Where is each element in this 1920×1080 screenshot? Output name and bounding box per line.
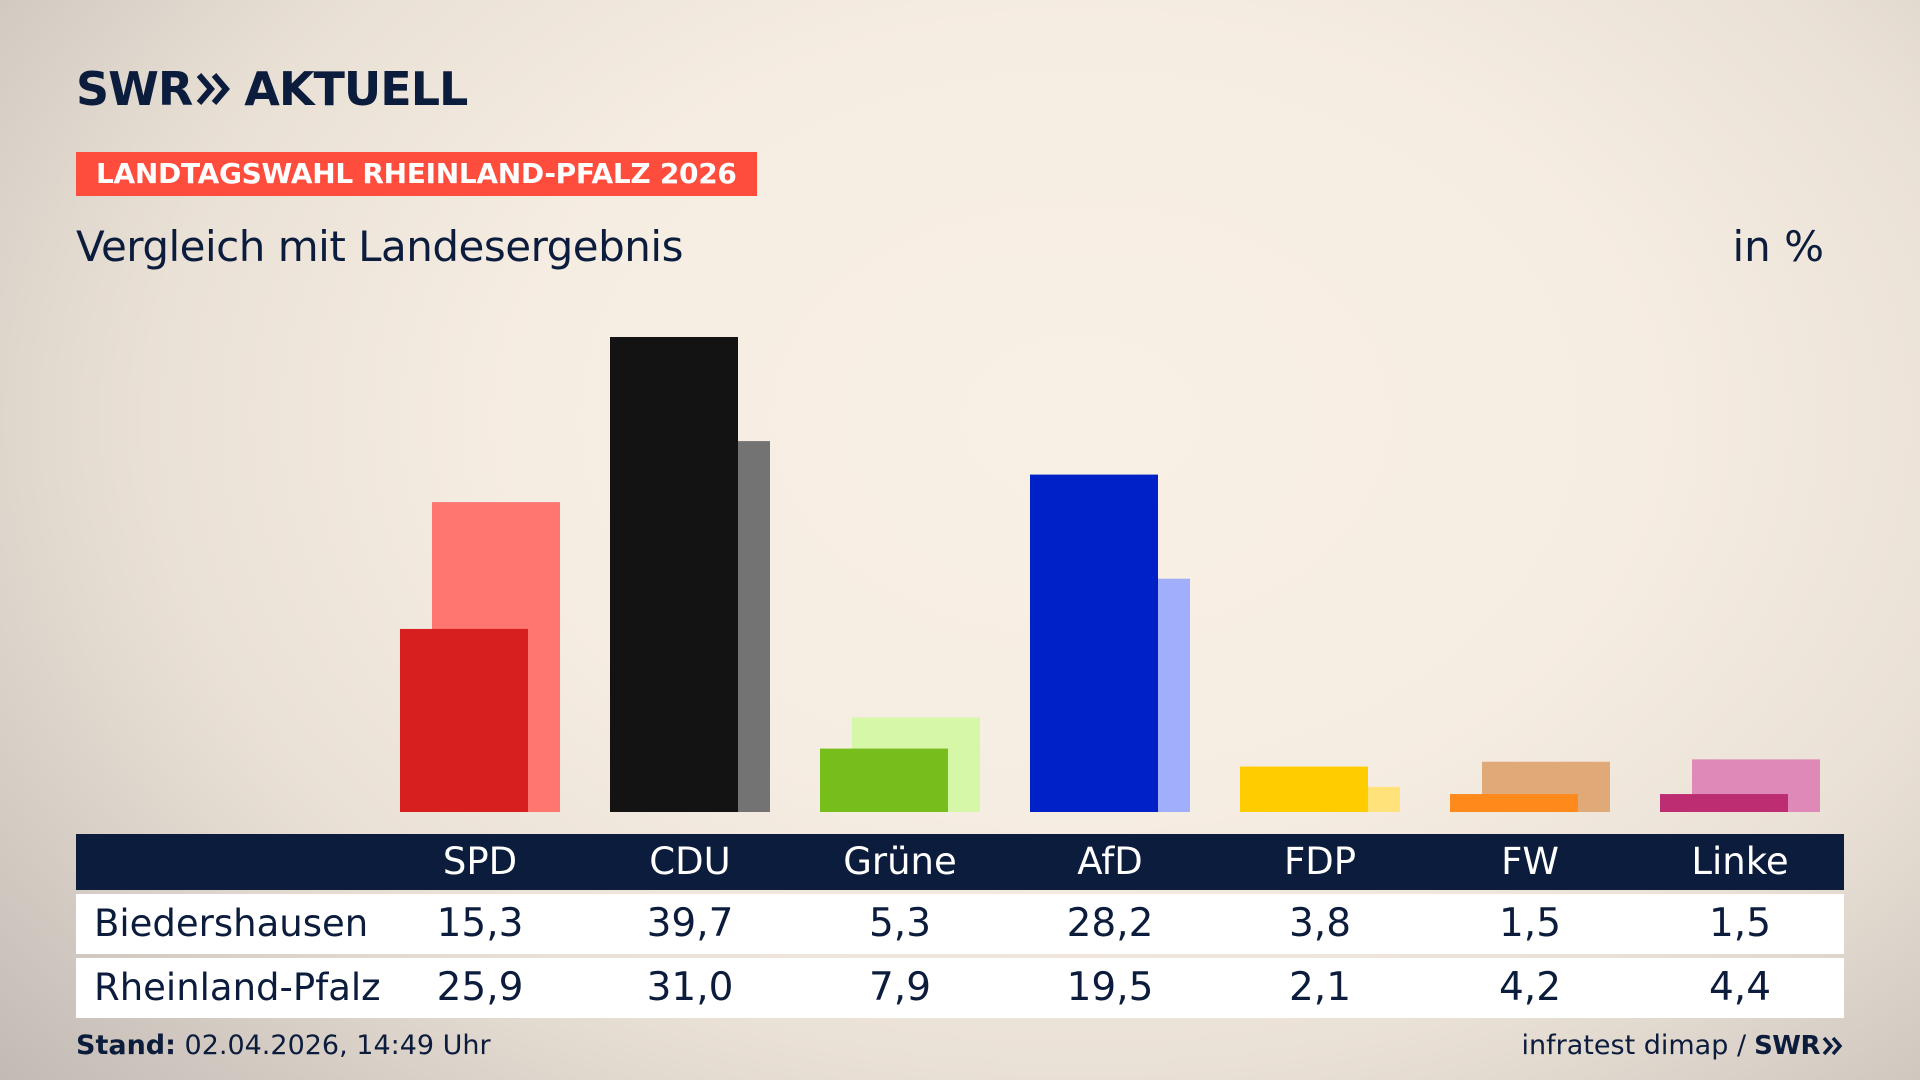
- table-header-row: SPD CDU Grüne AfD FDP FW Linke: [76, 834, 1844, 890]
- party-label-fw: FW: [1501, 840, 1559, 883]
- table-row-local: Biedershausen 15,3 39,7 5,3 28,2 3,8 1,5 1,5: [76, 894, 1844, 954]
- bar-local-afd: [1030, 474, 1158, 812]
- party-label-gr-ne: Grüne: [843, 840, 957, 883]
- stand-value: 02.04.2026, 14:49 Uhr: [184, 1030, 491, 1061]
- swr-aktuell-logo: SWR AKTUELL: [76, 62, 468, 116]
- value-cell-afd: 19,5: [1066, 965, 1154, 1010]
- party-label-fdp: FDP: [1283, 840, 1357, 883]
- value-cell-fw: 4,2: [1498, 965, 1562, 1010]
- value-cell-cdu: 31,0: [646, 965, 734, 1010]
- logo-aktuell-text: AKTUELL: [244, 62, 468, 116]
- row-label: Rheinland-Pfalz: [94, 966, 381, 1009]
- bar-local-fdp: [1240, 766, 1368, 812]
- source-credit: infratest dimap / SWR: [1522, 1030, 1844, 1061]
- election-kicker: LANDTAGSWAHL RHEINLAND-PFALZ 2026: [76, 152, 757, 196]
- value-cell-fw: 1,5: [1498, 901, 1562, 946]
- party-label-linke: Linke: [1691, 840, 1789, 883]
- value-cell-linke: 1,5: [1708, 901, 1772, 946]
- bar-local-spd: [400, 628, 528, 812]
- bar-local-linke: [1660, 794, 1788, 812]
- swr-mini-logo: SWR: [1754, 1030, 1820, 1061]
- table-row-state: Rheinland-Pfalz 25,9 31,0 7,9 19,5 2,1 4,2 4,4: [76, 958, 1844, 1018]
- double-chevron-icon: [197, 73, 231, 105]
- party-label-spd: SPD: [442, 840, 518, 883]
- value-cell-gr-ne: 7,9: [868, 965, 932, 1010]
- bar-chart: [400, 337, 1820, 812]
- row-label: Biedershausen: [94, 902, 369, 945]
- value-cell-fdp: 3,8: [1288, 901, 1352, 946]
- value-cell-spd: 25,9: [436, 965, 524, 1010]
- value-cell-spd: 15,3: [436, 901, 524, 946]
- mini-double-chevron-icon: [1822, 1036, 1843, 1055]
- value-cell-cdu: 39,7: [646, 901, 734, 946]
- bar-local-cdu: [610, 337, 738, 812]
- party-label-cdu: CDU: [649, 840, 731, 883]
- stand-label: Stand:: [76, 1030, 176, 1061]
- source-text: infratest dimap /: [1521, 1030, 1747, 1061]
- unit-label: in %: [1732, 222, 1824, 271]
- timestamp: Stand: 02.04.2026, 14:49 Uhr: [76, 1030, 491, 1061]
- value-cell-afd: 28,2: [1066, 901, 1154, 946]
- value-cell-gr-ne: 5,3: [868, 901, 932, 946]
- bar-local-gr-ne: [820, 748, 948, 812]
- logo-swr-text: SWR: [76, 62, 193, 116]
- chart-subtitle: Vergleich mit Landesergebnis: [76, 222, 683, 271]
- value-cell-linke: 4,4: [1708, 965, 1772, 1010]
- value-cell-fdp: 2,1: [1288, 965, 1352, 1010]
- bar-local-fw: [1450, 794, 1578, 812]
- party-label-afd: AfD: [1077, 840, 1143, 883]
- results-table: SPD CDU Grüne AfD FDP FW Linke Biedershausen 1…: [76, 834, 1844, 1018]
